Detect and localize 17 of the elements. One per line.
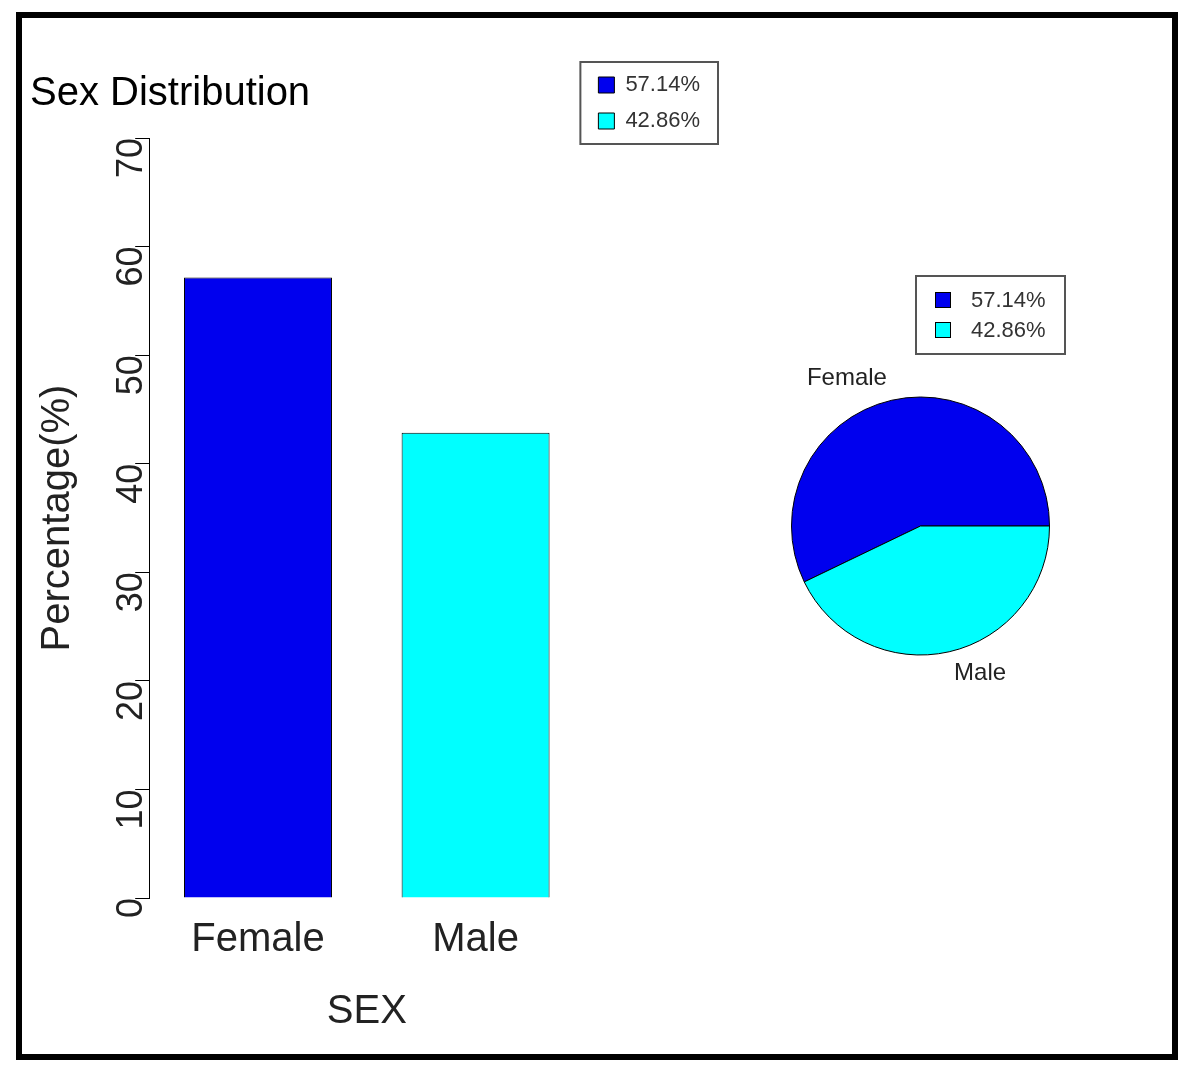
- chart-title: Sex Distribution: [30, 69, 311, 114]
- y-tick-label: 70: [109, 138, 151, 179]
- legend-label: 57.14%: [625, 71, 701, 97]
- y-tick-label: 10: [109, 789, 151, 830]
- text: 42.86%: [971, 317, 1046, 343]
- text: 57.14%: [971, 287, 1046, 313]
- y-tick-label: 60: [109, 246, 151, 287]
- y-tick-label: 30: [109, 572, 151, 613]
- y-tick-label: 20: [109, 680, 151, 721]
- slice-label: Male: [954, 657, 1007, 685]
- y-tick-label: 0: [109, 898, 151, 919]
- y-axis-title: Percentage(%): [33, 384, 78, 652]
- y-tick-label: 50: [109, 355, 151, 396]
- y-tick-label: 40: [109, 463, 151, 504]
- x-axis-title: SEX: [326, 987, 407, 1032]
- legend-label: 42.86%: [625, 107, 701, 133]
- slice-label: Female: [806, 363, 887, 391]
